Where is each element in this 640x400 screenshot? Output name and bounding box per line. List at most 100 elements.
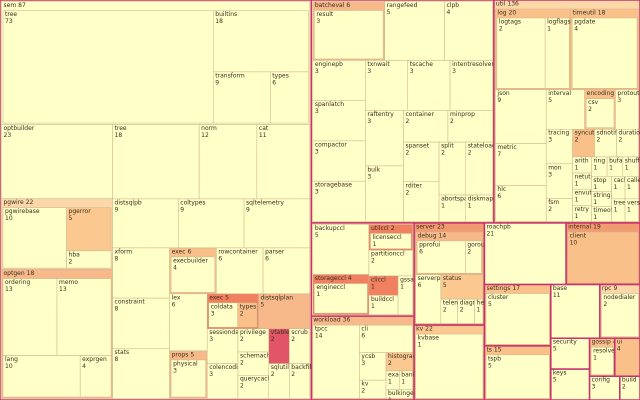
tile-name: sqlutil <box>271 364 289 371</box>
tile <box>483 222 567 286</box>
tile-name: container <box>405 111 434 118</box>
tile-value: 2 <box>619 137 623 144</box>
tile <box>415 274 442 324</box>
tile-name: tpcc <box>315 326 328 333</box>
tile-value: 5 <box>443 282 447 289</box>
tile <box>66 207 112 252</box>
tile-name: rowcontainer <box>218 248 258 255</box>
tile-value: 9 <box>215 79 219 86</box>
tile-name: hlc <box>497 186 506 193</box>
tile <box>415 333 484 399</box>
tile-name: retry <box>575 206 590 213</box>
tile-value: 1 <box>575 213 579 220</box>
tile-name: shuffle <box>625 157 640 164</box>
tile <box>1 124 113 199</box>
tile-name: ui <box>617 339 623 346</box>
tile-name: config <box>592 377 611 384</box>
tile-value: 1 <box>401 378 405 385</box>
tile-name: utilccl <box>371 225 389 232</box>
tile-value: 1 <box>614 206 618 213</box>
tile-name: schemachange <box>240 352 286 359</box>
tile-value: 8 <box>115 356 119 363</box>
tile-name: kvbase <box>418 335 440 342</box>
tile-name: build <box>622 377 637 384</box>
tile <box>465 194 493 222</box>
tile-name: batcheval <box>315 2 345 9</box>
tile-value: 4 <box>574 26 578 33</box>
tile-value: 12 <box>201 132 209 139</box>
tile-value: 6 <box>272 79 276 86</box>
tile-value: 6 <box>346 2 350 9</box>
tile <box>2 207 67 269</box>
tile <box>213 71 271 124</box>
tile-value: 2 <box>371 258 375 265</box>
tile-name: transform <box>215 72 245 79</box>
tile-value: 23 <box>4 132 12 139</box>
tile-name: stop <box>593 177 606 184</box>
tile-name: metric <box>497 144 516 151</box>
tile <box>206 363 239 399</box>
tile-value: 3 <box>315 189 319 196</box>
tile-name: pgdate <box>574 19 595 26</box>
tile <box>169 293 208 352</box>
tile-name: ycsb <box>361 353 375 360</box>
tile-value: 1 <box>441 203 445 210</box>
tile <box>449 60 493 111</box>
tile <box>590 346 614 375</box>
tile-name: histogram <box>388 353 419 360</box>
tile-name: cluster <box>488 294 509 301</box>
tile-value: 18 <box>598 10 606 17</box>
tile-value: 5 <box>190 351 194 358</box>
tile <box>170 256 216 293</box>
tile <box>438 141 466 196</box>
tile-value: 2 <box>69 258 73 265</box>
tile-value: 3 <box>211 310 215 317</box>
tile-name: tspb <box>488 355 501 362</box>
tile-value: 1 <box>614 184 618 191</box>
tile <box>495 143 547 186</box>
tile-name: sqltelemetry <box>246 199 284 206</box>
tile-name: compactor <box>315 141 348 148</box>
tile-value: 2 <box>388 360 392 367</box>
tile-name: stateloader <box>468 143 503 150</box>
tile-name: internal <box>568 223 591 230</box>
tile-value: 1 <box>575 164 579 171</box>
tile-name: bufalloc <box>609 157 633 164</box>
tile-value: 1 <box>575 181 579 188</box>
tile-value: 9 <box>613 285 617 292</box>
tile-value: 6 <box>497 193 501 200</box>
tile-name: backupccl <box>315 225 345 232</box>
tile-name: keys <box>553 370 567 377</box>
tile-value: 5 <box>261 301 265 308</box>
tile-name: backfill <box>291 364 313 371</box>
tile-name: spanlatch <box>315 101 344 108</box>
tile <box>385 389 413 399</box>
tile <box>495 185 547 222</box>
tile-name: coltypes <box>180 199 205 206</box>
tile <box>601 293 639 337</box>
tile-value: 3 <box>548 137 552 144</box>
tile-name: partitionccl <box>371 251 405 258</box>
tile <box>550 283 601 339</box>
tile-name: coldata <box>211 303 233 310</box>
tile-value: 3 <box>209 371 213 378</box>
tile-value: 5 <box>548 97 552 104</box>
tile-value: 10 <box>5 363 13 370</box>
tile-name: exec <box>172 248 186 255</box>
tile-name: parser <box>265 248 285 255</box>
tile-value: 3 <box>548 171 552 178</box>
tile <box>112 247 170 299</box>
tile-value: 2 <box>622 384 626 391</box>
tile-value: 9 <box>497 97 501 104</box>
tile <box>359 352 387 381</box>
tile <box>56 278 112 356</box>
tile-value: 2 <box>271 336 275 343</box>
tile-value: 4 <box>348 275 352 282</box>
tile <box>397 275 413 315</box>
tile-name: memo <box>59 279 78 286</box>
tile-value: 3 <box>617 97 621 104</box>
tile-name: sdnotify <box>597 130 621 137</box>
tile-value: 3 <box>315 148 319 155</box>
tile <box>544 17 570 89</box>
tile <box>444 1 493 61</box>
